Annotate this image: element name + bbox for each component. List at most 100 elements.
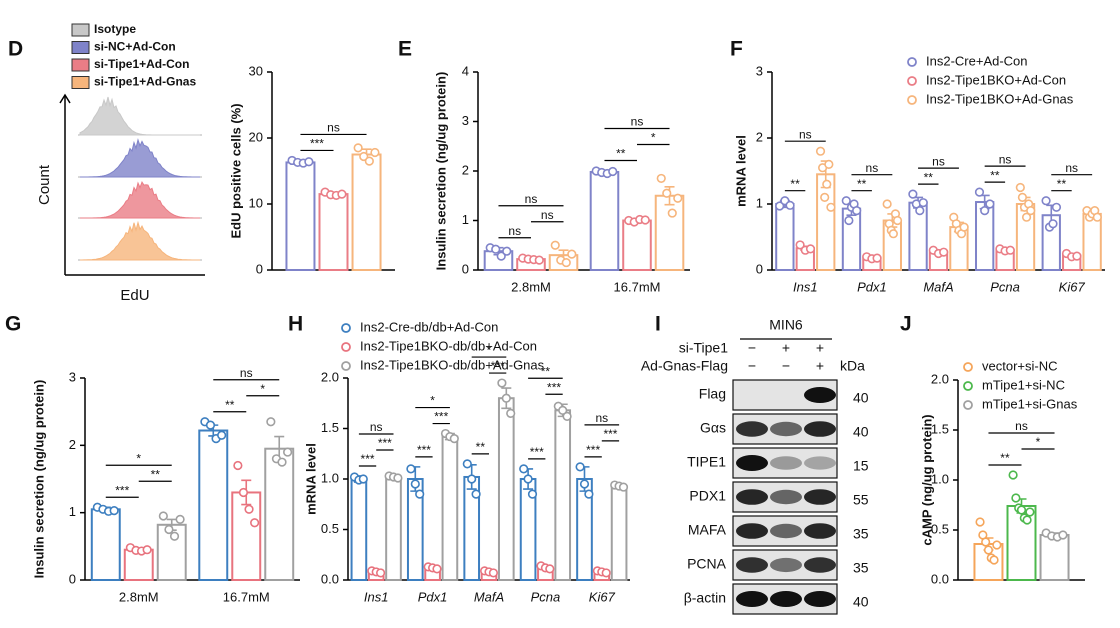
- data-point: [980, 206, 990, 216]
- data-point: [527, 489, 538, 499]
- data-point: [449, 434, 459, 444]
- bar: [654, 194, 685, 271]
- y-tick-label: 1: [462, 212, 469, 227]
- data-point: [506, 408, 516, 418]
- data-point: [1051, 202, 1062, 212]
- data-point: [841, 196, 851, 206]
- significance-label: ***: [530, 445, 544, 459]
- data-point: [1048, 219, 1058, 229]
- data-point: [667, 208, 677, 218]
- data-point: [1092, 212, 1102, 222]
- data-point: [826, 202, 836, 212]
- significance-label: **: [1057, 177, 1067, 191]
- legend-marker: [907, 76, 917, 86]
- x-axis-label: EdU: [120, 287, 149, 304]
- legend-swatch: [71, 41, 90, 54]
- significance-label: ***: [115, 483, 129, 497]
- significance-label: ***: [417, 443, 431, 457]
- y-tick-label: 0.0: [931, 571, 949, 586]
- blot-band: [770, 523, 802, 539]
- data-point: [918, 198, 928, 208]
- bar: [441, 435, 459, 581]
- bar: [350, 478, 368, 581]
- data-point: [888, 229, 898, 239]
- bar: [775, 203, 795, 271]
- y-tick-label: 30: [249, 63, 263, 78]
- data-point: [370, 147, 380, 158]
- data-point: [375, 568, 386, 578]
- data-point: [673, 193, 683, 203]
- legend-marker: [341, 361, 351, 371]
- kda-label: 55: [853, 492, 869, 508]
- significance-label: ns: [932, 154, 945, 168]
- data-point: [608, 166, 618, 177]
- y-tick-label: 1.0: [931, 471, 949, 486]
- legend-marker: [963, 362, 973, 372]
- data-point: [353, 143, 363, 153]
- y-axis-label: Insulin secretion (ng/ug protein): [433, 72, 448, 271]
- data-point: [662, 188, 672, 198]
- bar: [622, 219, 652, 271]
- data-point: [415, 489, 425, 499]
- significance-label: *: [136, 451, 141, 465]
- data-point: [815, 146, 826, 156]
- y-tick-label: 4: [462, 63, 469, 78]
- panel-letter: J: [900, 313, 912, 336]
- significance-label: *: [430, 394, 435, 408]
- blot-band: [736, 421, 768, 437]
- data-point: [497, 378, 507, 388]
- data-point: [337, 189, 347, 199]
- x-tick-label: 2.8mM: [511, 279, 551, 294]
- significance-label: ns: [1015, 419, 1028, 433]
- significance-label: *: [487, 343, 492, 357]
- data-point: [561, 257, 571, 268]
- data-point: [640, 215, 650, 225]
- data-point: [1016, 505, 1027, 515]
- data-point: [250, 518, 260, 528]
- bar: [589, 170, 620, 272]
- histogram: [79, 96, 200, 136]
- data-point: [164, 524, 174, 535]
- significance-label: ns: [631, 115, 644, 129]
- legend-label: si-NC+Ad-Con: [94, 40, 176, 54]
- data-point: [562, 411, 572, 421]
- data-point: [406, 464, 416, 474]
- legend-marker: [341, 342, 351, 352]
- blot-band: [736, 591, 768, 607]
- x-tick-label: 2.8mM: [119, 589, 159, 604]
- significance-label: **: [541, 364, 551, 378]
- data-point: [985, 199, 995, 209]
- data-point: [1058, 530, 1068, 540]
- legend-marker: [341, 323, 351, 333]
- data-point: [393, 473, 403, 483]
- data-point: [795, 240, 805, 250]
- data-point: [882, 199, 892, 209]
- y-axis-label: EdU positive cells (%): [228, 103, 243, 238]
- data-point: [579, 479, 590, 489]
- legend-label: mTipe1+si-NC: [982, 377, 1065, 392]
- data-point: [908, 189, 918, 199]
- data-point: [983, 545, 994, 555]
- data-point: [959, 222, 969, 232]
- data-point: [283, 447, 293, 457]
- significance-label: ***: [361, 452, 375, 466]
- data-point: [550, 240, 560, 250]
- significance-label: **: [990, 168, 1000, 182]
- data-point: [471, 489, 481, 499]
- blot-row-label: β-actin: [684, 590, 726, 606]
- histogram: [80, 138, 200, 178]
- legend-label: vector+si-NC: [982, 358, 1058, 373]
- data-point: [656, 173, 666, 184]
- blot-band: [770, 557, 802, 573]
- significance-label: ns: [595, 411, 608, 425]
- blot-band: [736, 455, 768, 471]
- condition-sign: +: [782, 340, 790, 356]
- condition-sign: −: [748, 358, 756, 374]
- legend-label: Ins2-Tipe1BKO-db/db+Ad-Con: [360, 338, 537, 353]
- blot-band: [736, 489, 768, 505]
- significance-label: ***: [547, 380, 561, 394]
- condition-label: Ad-Gnas-Flag: [641, 358, 728, 374]
- data-point: [558, 405, 568, 415]
- bar: [264, 447, 295, 582]
- blot-band: [770, 456, 802, 470]
